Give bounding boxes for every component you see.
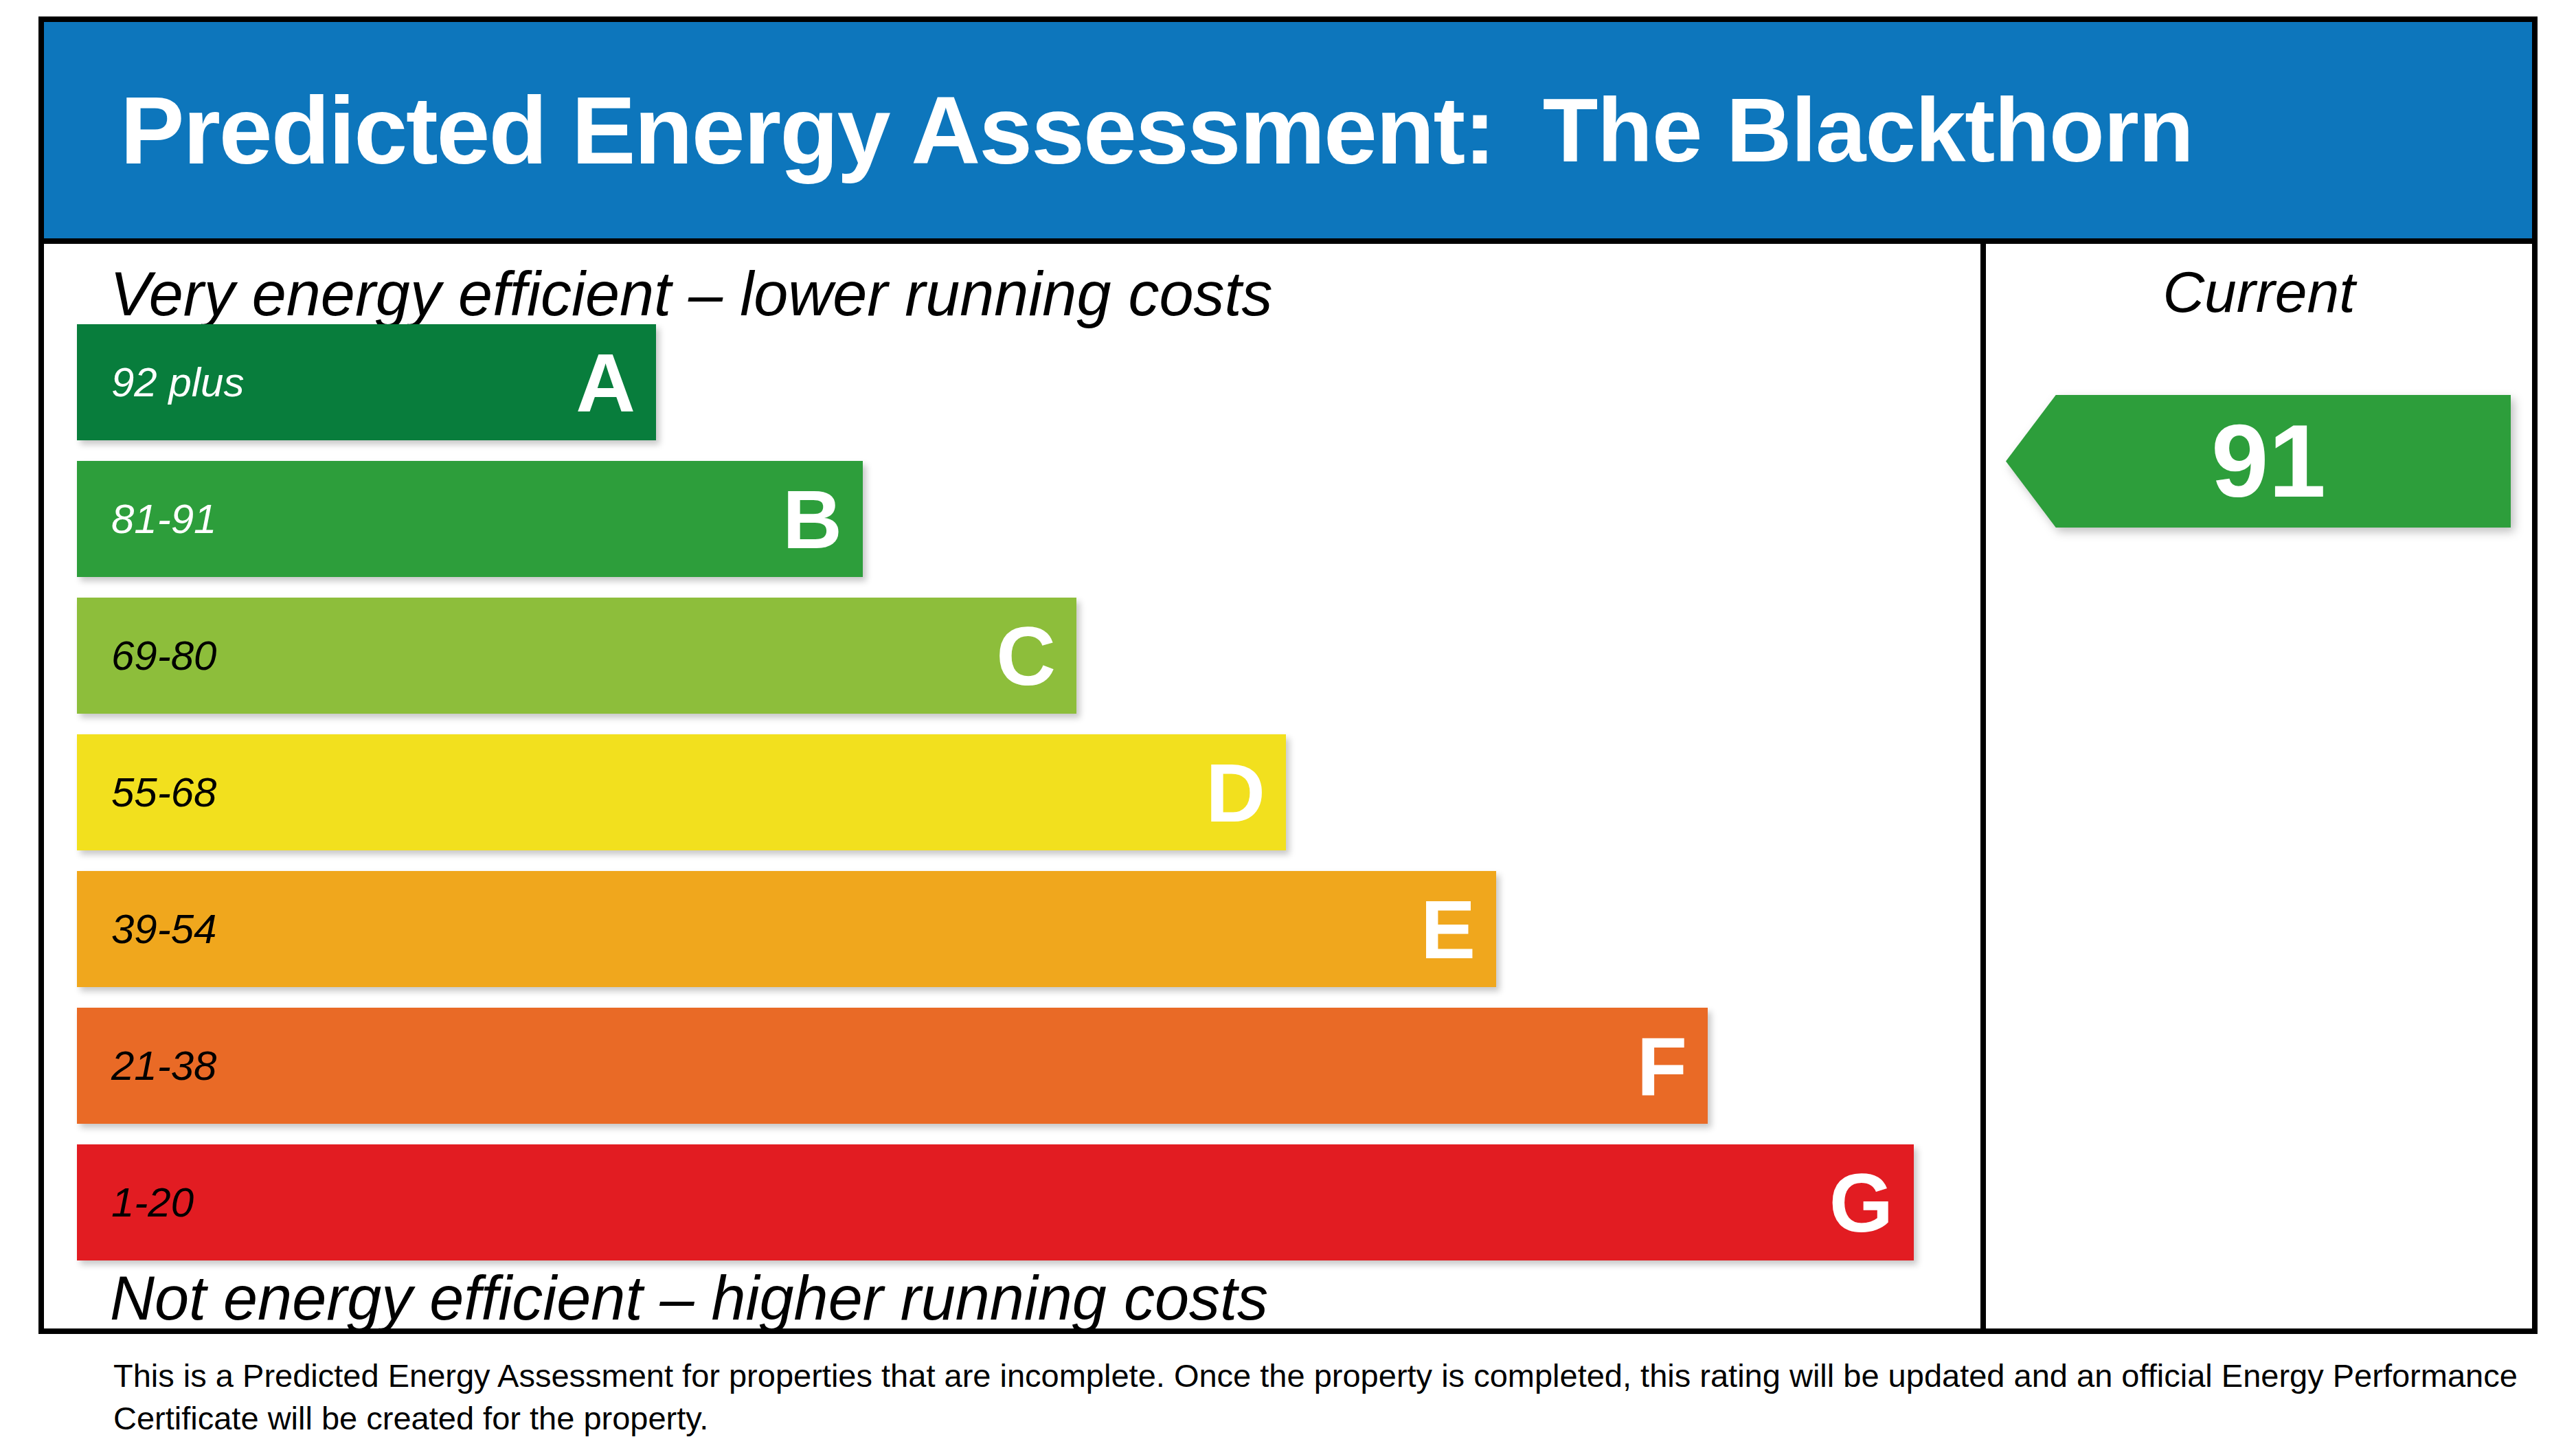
page-title: Predicted Energy Assessment: <box>120 75 1495 186</box>
band-range-label: 39-54 <box>77 905 216 953</box>
chart-area: Very energy efficient – lower running co… <box>44 244 2532 1328</box>
header-banner: Predicted Energy Assessment: The Blackth… <box>38 16 2538 244</box>
top-axis-label: Very energy efficient – lower running co… <box>110 259 1273 330</box>
band-letter: E <box>1421 871 1476 987</box>
epc-chart: Very energy efficient – lower running co… <box>38 244 2538 1334</box>
bottom-axis-label: Not energy efficient – higher running co… <box>110 1263 1268 1334</box>
band-letter: D <box>1206 734 1265 850</box>
current-rating-arrow-shape: 91 <box>2006 395 2511 528</box>
band-range-label: 92 plus <box>77 359 244 406</box>
band-range-label: 21-38 <box>77 1042 216 1089</box>
footer-line-2: Certificate will be created for the prop… <box>113 1397 2518 1440</box>
band-letter: C <box>996 598 1056 714</box>
property-name: The Blackthorn <box>1543 78 2193 182</box>
band-range-label: 69-80 <box>77 632 216 679</box>
band-row: 69-80 C <box>77 598 1076 714</box>
current-rating-arrow: 91 <box>2006 395 2511 528</box>
current-rating-value: 91 <box>2191 402 2326 521</box>
column-divider <box>1980 244 1986 1328</box>
band-letter: G <box>1829 1144 1893 1260</box>
footer-note: This is a Predicted Energy Assessment fo… <box>113 1355 2518 1440</box>
band-row: 81-91 B <box>77 461 863 577</box>
band-row: 1-20 G <box>77 1144 1914 1260</box>
band-range-label: 55-68 <box>77 769 216 816</box>
band-range-label: 81-91 <box>77 495 216 543</box>
band-row: 21-38 F <box>77 1008 1708 1124</box>
footer-line-1: This is a Predicted Energy Assessment fo… <box>113 1355 2518 1397</box>
band-letter: A <box>576 324 635 440</box>
band-letter: F <box>1637 1008 1687 1124</box>
band-range-label: 1-20 <box>77 1179 194 1226</box>
band-row: 55-68 D <box>77 734 1286 850</box>
epc-sheet: Predicted Energy Assessment: The Blackth… <box>0 0 2576 1448</box>
band-row: 92 plus A <box>77 324 656 440</box>
band-row: 39-54 E <box>77 871 1496 987</box>
current-column-header: Current <box>1986 259 2532 326</box>
band-list: 92 plus A 81-91 B 69-80 C 55-68 D 39-54 … <box>77 324 1914 1281</box>
band-letter: B <box>782 461 842 577</box>
